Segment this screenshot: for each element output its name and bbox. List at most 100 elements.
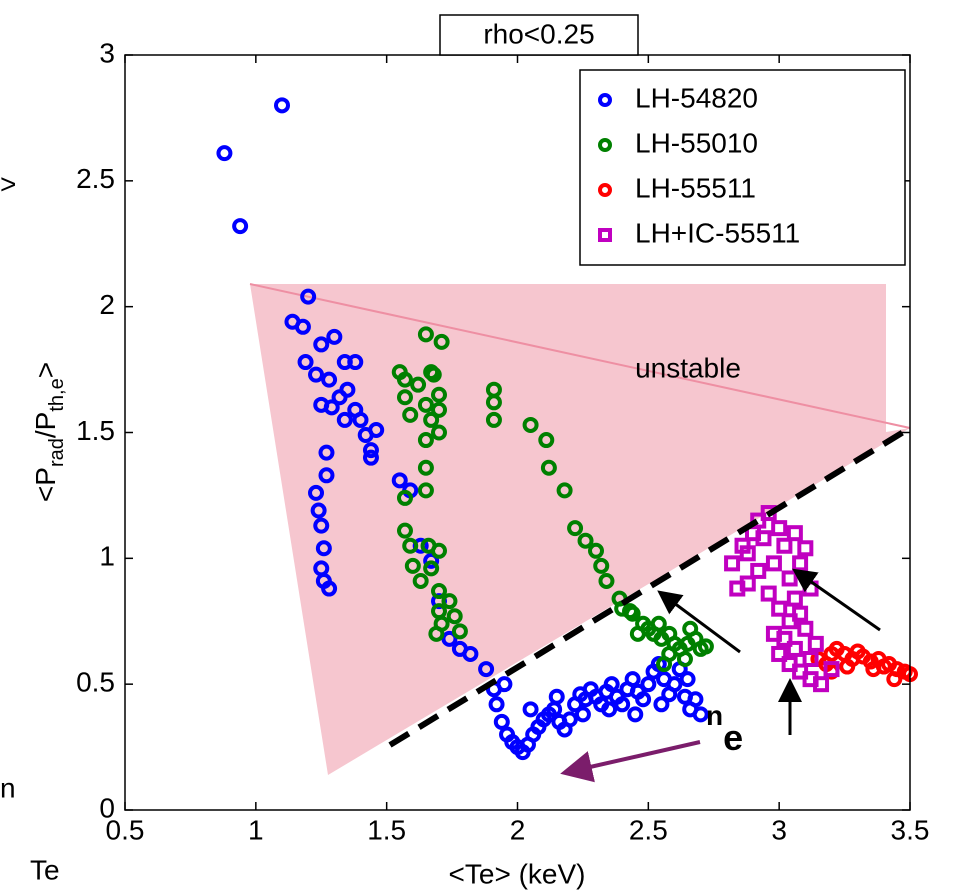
point bbox=[431, 401, 447, 418]
point bbox=[347, 354, 364, 371]
point bbox=[402, 537, 419, 554]
point bbox=[635, 691, 652, 708]
x-tick-label: 2 bbox=[510, 814, 526, 845]
point bbox=[865, 661, 882, 678]
point bbox=[232, 218, 249, 235]
point bbox=[216, 145, 233, 162]
point bbox=[310, 502, 327, 519]
point bbox=[493, 713, 510, 730]
point bbox=[423, 560, 440, 577]
point bbox=[614, 696, 631, 713]
point bbox=[431, 424, 447, 441]
point bbox=[478, 661, 495, 678]
point bbox=[423, 411, 440, 428]
fragment: Te bbox=[30, 854, 60, 885]
x-tick-label: 3.5 bbox=[891, 814, 930, 845]
axes: 0.5 1 1.5 2 2.5 3 3.500.511.522.53 bbox=[76, 37, 929, 845]
point bbox=[792, 605, 809, 622]
point bbox=[417, 396, 434, 413]
point bbox=[396, 371, 413, 388]
point bbox=[396, 522, 413, 539]
point bbox=[308, 366, 325, 383]
point bbox=[331, 389, 348, 406]
point bbox=[321, 371, 338, 388]
point bbox=[739, 545, 756, 562]
point bbox=[765, 555, 782, 572]
point bbox=[548, 688, 565, 705]
point bbox=[294, 318, 311, 335]
point bbox=[807, 635, 824, 652]
point bbox=[771, 600, 788, 617]
legend-label: LH-55511 bbox=[635, 172, 756, 203]
point bbox=[362, 442, 379, 459]
point bbox=[417, 459, 434, 476]
y-label-part: > bbox=[30, 362, 61, 378]
point bbox=[697, 638, 714, 655]
point bbox=[556, 482, 573, 499]
point bbox=[781, 570, 798, 587]
point bbox=[488, 696, 505, 713]
point bbox=[297, 354, 314, 371]
point bbox=[451, 623, 468, 640]
point bbox=[431, 386, 447, 403]
point bbox=[666, 676, 683, 693]
point bbox=[776, 537, 793, 554]
point bbox=[760, 585, 777, 602]
point bbox=[428, 625, 445, 642]
point bbox=[682, 620, 699, 637]
y-tick-label: 3 bbox=[99, 37, 115, 68]
point bbox=[313, 336, 330, 353]
point bbox=[368, 421, 385, 438]
point bbox=[425, 366, 442, 383]
density-label: ne bbox=[706, 700, 743, 757]
legend-marker bbox=[598, 138, 612, 152]
point bbox=[771, 520, 788, 537]
point bbox=[574, 706, 591, 723]
point bbox=[321, 580, 338, 597]
point bbox=[540, 459, 557, 476]
point bbox=[692, 706, 709, 723]
point bbox=[813, 676, 830, 693]
point bbox=[862, 653, 879, 670]
point bbox=[417, 482, 434, 499]
region-edge bbox=[249, 283, 911, 429]
point bbox=[656, 656, 673, 673]
point bbox=[601, 701, 618, 718]
y-label-sub: rad bbox=[46, 438, 68, 467]
point bbox=[792, 555, 809, 572]
point bbox=[886, 671, 903, 688]
point bbox=[724, 555, 741, 572]
point bbox=[765, 625, 782, 642]
point bbox=[771, 645, 788, 662]
point bbox=[431, 542, 447, 559]
point bbox=[797, 540, 814, 557]
point bbox=[313, 517, 330, 534]
point bbox=[839, 658, 856, 675]
point bbox=[441, 593, 458, 610]
point bbox=[362, 449, 379, 466]
point bbox=[402, 406, 419, 423]
point bbox=[485, 411, 502, 428]
point bbox=[485, 394, 502, 411]
point bbox=[423, 552, 440, 569]
density-symbol: n bbox=[706, 700, 723, 731]
point bbox=[624, 671, 641, 688]
legend-label: LH+IC-55511 bbox=[635, 217, 800, 248]
point bbox=[336, 411, 353, 428]
point bbox=[323, 399, 340, 416]
y-axis-label: <Prad/Pth,e> bbox=[30, 362, 68, 502]
legend-marker bbox=[598, 228, 612, 242]
point bbox=[308, 484, 325, 501]
point bbox=[627, 706, 644, 723]
point bbox=[603, 676, 620, 693]
region-label: unstable bbox=[635, 352, 741, 383]
arrow bbox=[792, 568, 881, 632]
x-tick-label: 1 bbox=[248, 814, 264, 845]
point bbox=[567, 520, 584, 537]
point bbox=[522, 416, 539, 433]
fragment: > bbox=[0, 168, 16, 199]
point bbox=[433, 333, 450, 350]
chart-title: rho<0.25 bbox=[483, 18, 594, 49]
